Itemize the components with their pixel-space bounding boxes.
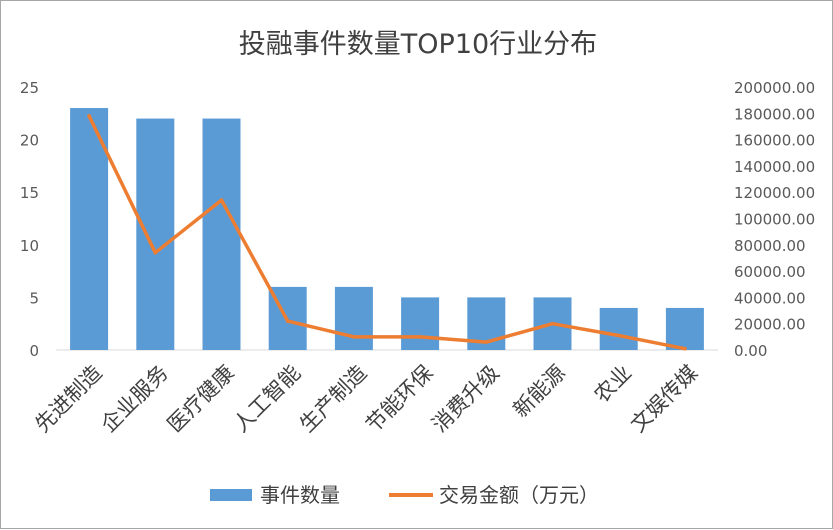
bar-10: [665, 307, 704, 350]
y-left-tick-label: 20: [20, 132, 39, 150]
y-right-tick-label: 160000.00: [734, 132, 815, 150]
amount-point-9: [616, 333, 621, 338]
bar-1: [70, 108, 109, 350]
y-right-tick-label: 100000.00: [734, 211, 815, 229]
legend-label-line: 交易金额（万元）: [439, 483, 599, 507]
y-right-tick-label: 0.00: [734, 342, 767, 360]
legend-swatch-bars: [210, 489, 252, 501]
bar-2: [136, 118, 175, 350]
bar-3: [202, 118, 241, 350]
amount-point-5: [352, 335, 356, 339]
y-right-tick-label: 40000.00: [734, 289, 806, 307]
category-label: 农业: [590, 361, 637, 408]
y-right-tick-label: 20000.00: [734, 316, 806, 334]
y-right-tick-label: 180000.00: [734, 105, 815, 123]
category-label: 医疗健康: [163, 361, 239, 437]
y-right-tick-label: 60000.00: [734, 263, 806, 281]
y-right-tick-label: 140000.00: [734, 158, 815, 176]
bar-5: [334, 286, 373, 350]
line-layer: [87, 114, 687, 351]
amount-point-10: [683, 346, 687, 351]
y-right-tick-label: 80000.00: [734, 237, 806, 255]
amount-point-4: [285, 319, 290, 323]
amount-point-8: [550, 321, 555, 326]
amount-point-3: [219, 198, 224, 202]
y-left-tick-label: 10: [20, 237, 39, 255]
chart-title: 投融事件数量TOP10行业分布: [239, 29, 597, 60]
y-right-tick-label: 120000.00: [734, 184, 815, 202]
category-label: 节能环保: [361, 361, 437, 437]
axes-layer: 0 5 10 15 20 25 0.00 20000.00 40000.00 60000.00 80…: [20, 79, 815, 360]
bar-9: [599, 307, 638, 350]
amount-point-7: [484, 340, 489, 344]
y-left-tick-label: 25: [20, 79, 39, 97]
category-label: 先进制造: [30, 361, 106, 437]
amount-point-1: [87, 114, 91, 118]
y-left-tick-label: 0: [29, 342, 39, 360]
legend-label-bars: 事件数量: [260, 483, 340, 507]
category-label: 新能源: [509, 361, 571, 423]
category-label: 企业服务: [96, 361, 172, 437]
bars-layer: [70, 108, 704, 350]
category-label: 生产制造: [295, 361, 371, 437]
category-label: 人工智能: [229, 361, 305, 437]
y-left-tick-label: 5: [29, 289, 39, 307]
amount-point-2: [153, 250, 158, 255]
y-right-tick-label: 200000.00: [734, 79, 815, 97]
amount-line: [87, 114, 687, 351]
y-left-tick-label: 15: [20, 184, 39, 202]
bar-6: [401, 297, 440, 350]
category-label: 消费升级: [427, 361, 503, 437]
legend: 事件数量 交易金额（万元）: [210, 483, 599, 507]
category-label: 文娱传媒: [626, 361, 702, 437]
amount-point-6: [418, 335, 422, 339]
